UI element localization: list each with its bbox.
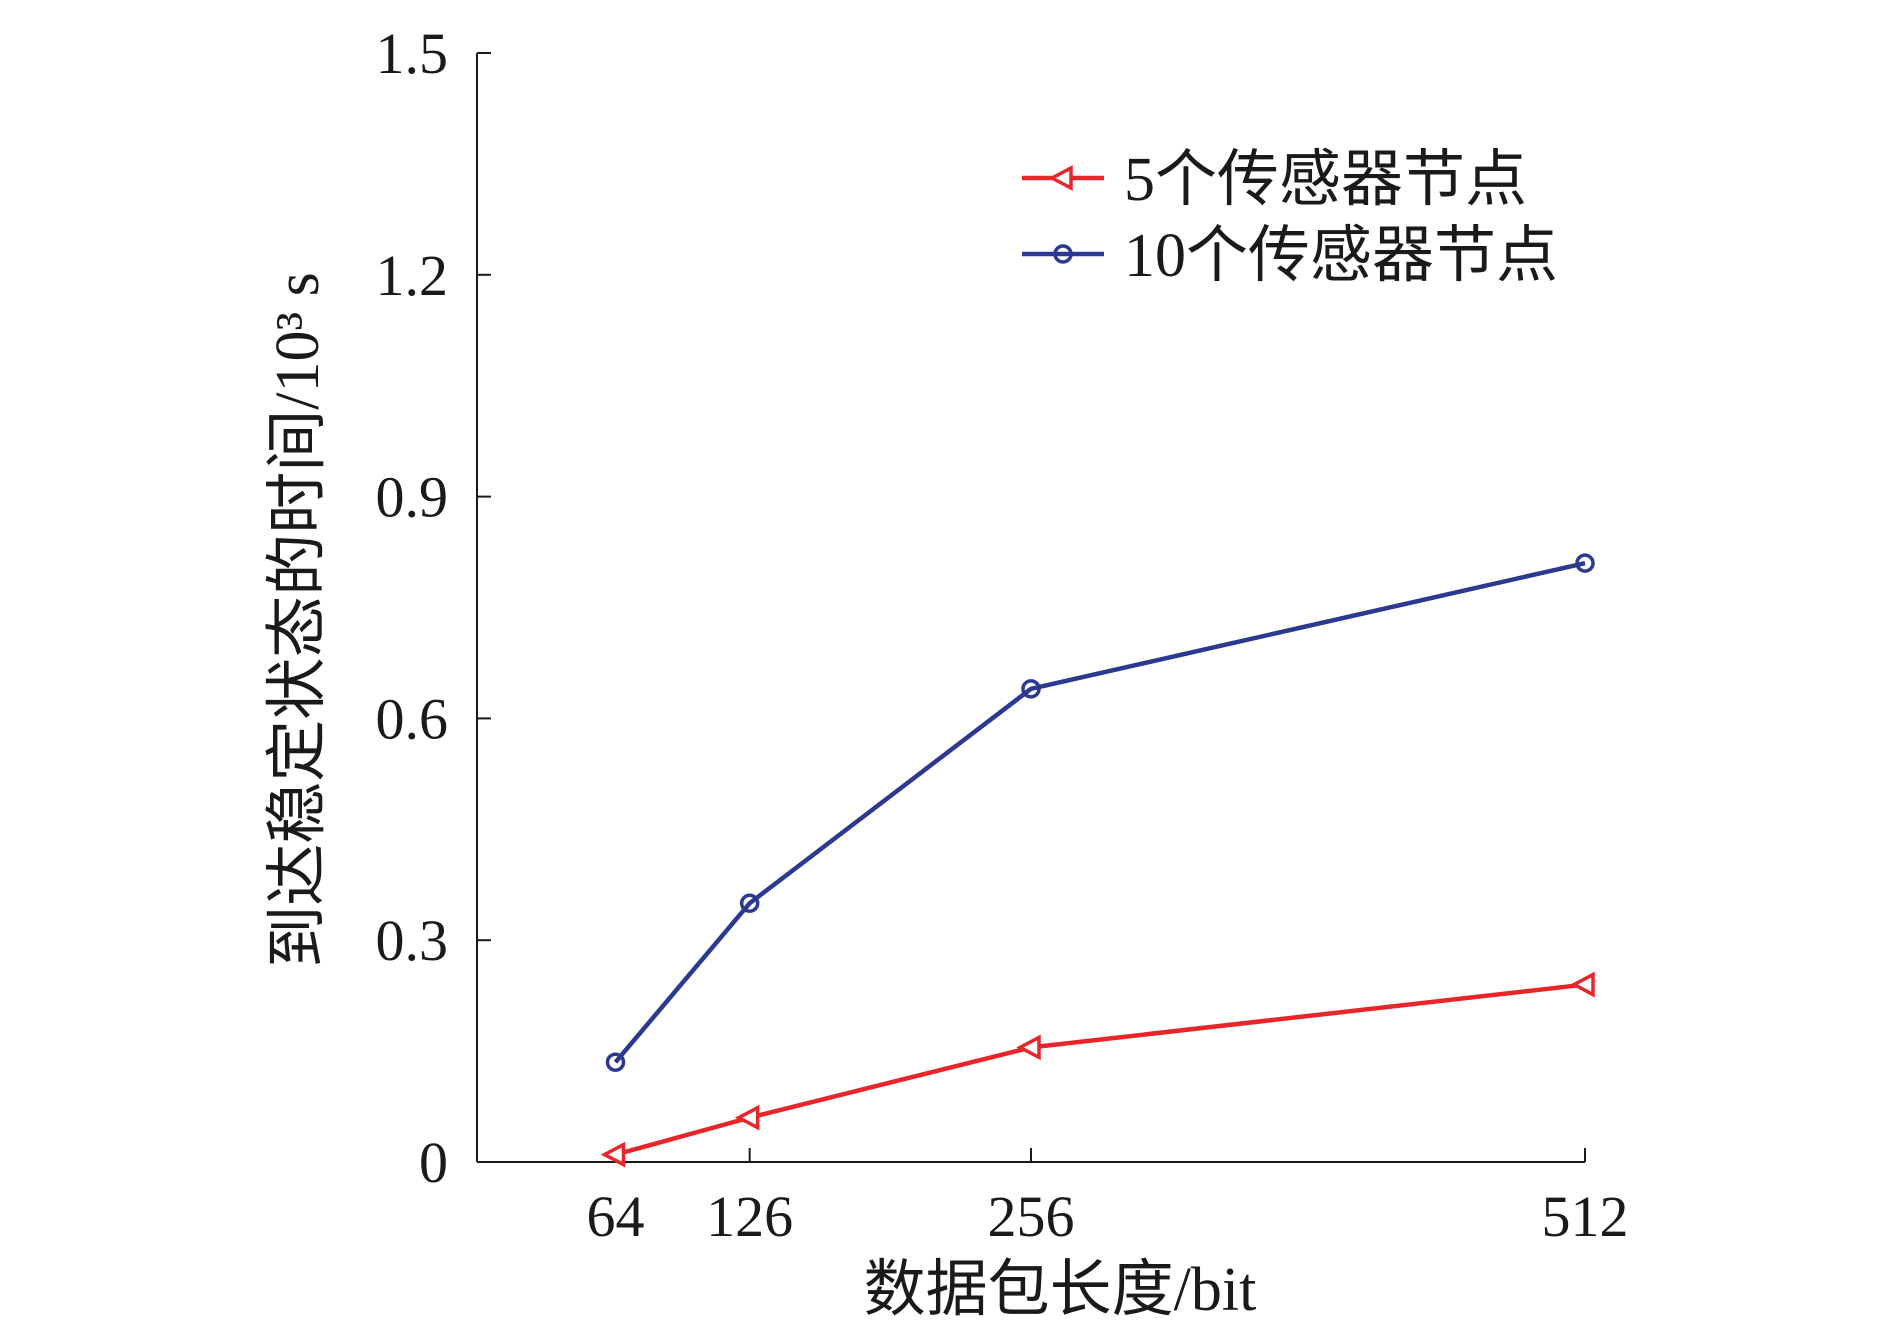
data-point (600, 1141, 626, 1168)
legend: 5个传感器节点 10个传感器节点 (1022, 146, 1558, 290)
series-layer (600, 553, 1595, 1168)
data-point (1570, 971, 1595, 998)
series-line (613, 560, 1586, 1064)
legend-label: 10个传感器节点 (1124, 222, 1558, 290)
axes: 0 0.3 0.6 0.9 1.2 1.5 64 126 256 512 (376, 21, 1629, 1249)
x-tick-label: 256 (988, 1184, 1075, 1249)
series-1 (600, 971, 1595, 1168)
y-tick-label: 0 (419, 1130, 448, 1195)
x-tick-label: 126 (706, 1184, 793, 1249)
data-point (605, 1052, 626, 1072)
y-tick-label: 0.3 (376, 908, 449, 973)
y-tick-label: 1.5 (376, 21, 449, 86)
series-2 (605, 553, 1595, 1072)
y-tick-label: 0.9 (376, 465, 449, 530)
data-point (1575, 553, 1595, 573)
legend-label: 5个传感器节点 (1124, 146, 1527, 214)
y-tick-label: 0.6 (376, 686, 449, 751)
x-tick-label: 64 (587, 1184, 645, 1249)
series-line (614, 982, 1586, 1157)
y-axis-title: 到达稳定状态的时间/10³ s (264, 272, 332, 967)
x-axis-title: 数据包长度/bit (864, 1256, 1257, 1324)
legend-marker (1048, 165, 1073, 191)
data-point (1016, 1034, 1041, 1061)
x-tick-label: 512 (1542, 1184, 1629, 1249)
data-point (734, 1104, 760, 1131)
data-point (739, 893, 760, 913)
data-point (1021, 679, 1041, 699)
y-tick-label: 1.2 (376, 243, 449, 308)
legend-marker (1053, 244, 1073, 264)
